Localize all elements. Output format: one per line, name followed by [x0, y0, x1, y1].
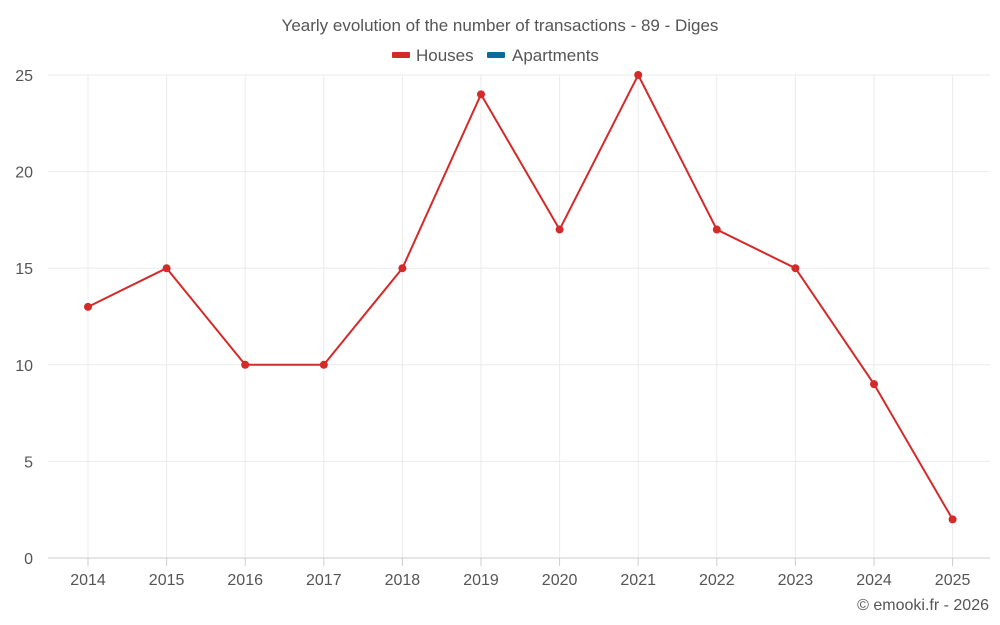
y-tick-label: 10 — [15, 358, 33, 375]
x-tick-label: 2018 — [385, 572, 421, 589]
chart-title: Yearly evolution of the number of transa… — [282, 16, 719, 35]
x-tick-label: 2023 — [778, 572, 814, 589]
data-point-houses-2020[interactable] — [555, 225, 564, 234]
x-tick-label: 2017 — [306, 572, 342, 589]
data-point-houses-2018[interactable] — [398, 264, 407, 273]
x-tick-label: 2015 — [149, 572, 185, 589]
data-point-houses-2023[interactable] — [791, 264, 800, 273]
legend-item-houses[interactable]: Houses — [392, 46, 474, 65]
legend-label-houses: Houses — [416, 46, 474, 65]
y-tick-label: 15 — [15, 261, 33, 278]
data-point-houses-2017[interactable] — [319, 360, 328, 369]
series-line-houses — [87, 74, 954, 521]
legend-swatch-apartments — [487, 52, 505, 58]
data-point-houses-2019[interactable] — [477, 90, 485, 99]
x-tick-label: 2019 — [463, 572, 499, 589]
data-point-houses-2022[interactable] — [712, 225, 721, 234]
y-tick-label: 20 — [15, 165, 33, 182]
legend-swatch-houses — [392, 52, 410, 58]
data-point-houses-2025[interactable] — [948, 515, 957, 524]
data-point-houses-2024[interactable] — [870, 380, 878, 389]
x-tick-label: 2020 — [542, 572, 578, 589]
x-tick-label: 2025 — [935, 572, 971, 589]
grid-layer — [48, 74, 990, 558]
data-point-houses-2014[interactable] — [84, 302, 92, 311]
x-tick-label: 2022 — [699, 572, 735, 589]
x-tick-label: 2016 — [227, 572, 263, 589]
data-point-houses-2016[interactable] — [241, 360, 250, 369]
data-point-houses-2021[interactable] — [634, 71, 643, 79]
legend: Houses Apartments — [392, 46, 599, 65]
y-tick-label: 25 — [15, 68, 33, 85]
x-tick-label: 2021 — [620, 572, 656, 589]
legend-item-apartments[interactable]: Apartments — [487, 46, 599, 65]
legend-label-apartments: Apartments — [512, 46, 599, 65]
x-tick-label: 2024 — [856, 572, 892, 589]
x-tick-label: 2014 — [70, 572, 106, 589]
y-tick-label: 5 — [24, 454, 33, 471]
data-point-houses-2015[interactable] — [162, 264, 171, 273]
series-layer — [84, 71, 957, 524]
credit-text: © emooki.fr - 2026 — [857, 597, 989, 614]
y-tick-label: 0 — [24, 551, 33, 568]
